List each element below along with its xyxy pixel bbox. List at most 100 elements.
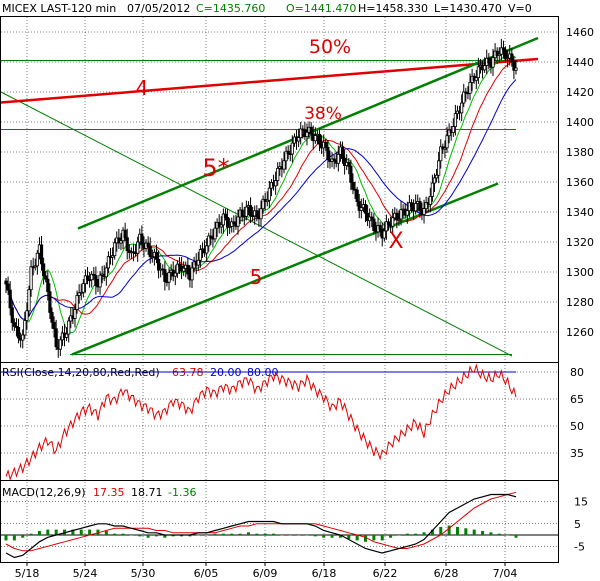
candle-body xyxy=(432,177,437,184)
candle-body xyxy=(81,283,85,293)
candle-body xyxy=(67,320,71,335)
macd-hist-bar xyxy=(255,533,259,535)
candle-body xyxy=(4,280,8,285)
diagonal-trendline xyxy=(0,91,513,357)
candle-body xyxy=(173,272,177,277)
macd-hist-bar xyxy=(146,535,150,538)
macd-tick-label: -5 xyxy=(574,540,585,553)
macd-hist-bar xyxy=(113,533,117,535)
candle-body xyxy=(23,320,27,336)
macd-hist-bar xyxy=(129,535,133,536)
macd-hist-bar xyxy=(288,535,292,536)
candle-body xyxy=(92,273,96,276)
candle-body xyxy=(324,141,328,148)
candle-body xyxy=(213,227,217,240)
candle-body xyxy=(514,67,518,71)
candle-body xyxy=(14,326,19,328)
candle-body xyxy=(462,91,466,104)
hist-value: -1.36 xyxy=(168,486,196,499)
candle-body xyxy=(309,126,313,135)
candle-body xyxy=(240,209,244,217)
date-label: 07/05/2012 xyxy=(127,2,190,15)
candle-body xyxy=(405,210,409,216)
price-tick-label: 1300 xyxy=(566,266,594,279)
x-tick-label: 6/18 xyxy=(312,567,337,580)
candle-body xyxy=(140,233,144,245)
candle-body xyxy=(156,258,161,271)
rsi-grid xyxy=(1,371,558,454)
candle-body xyxy=(437,160,441,176)
symbol-label: MICEX LAST-120 min xyxy=(2,2,116,15)
rsi-tick-label: 80 xyxy=(570,366,584,379)
macd-hist-bar xyxy=(430,529,434,535)
price-tick-label: 1360 xyxy=(566,176,594,189)
candle-body xyxy=(384,221,389,232)
macd-layer xyxy=(4,491,518,559)
candle-body xyxy=(94,275,98,287)
macd-hist-bar xyxy=(380,535,384,541)
x-grid xyxy=(26,17,506,562)
candle-body xyxy=(248,205,253,217)
macd-hist-bar xyxy=(246,532,250,535)
candle-body xyxy=(65,333,69,338)
candle-body xyxy=(154,251,159,260)
candle-body xyxy=(363,204,368,214)
ma-slow-line xyxy=(5,79,517,320)
candle-body xyxy=(512,60,516,71)
macd-hist-bar xyxy=(330,535,334,538)
candle-body xyxy=(301,128,305,131)
candle-body xyxy=(146,242,150,247)
open-value: O=1441.470 xyxy=(286,2,356,15)
x-tick-label: 7/04 xyxy=(493,567,518,580)
candle-body xyxy=(148,245,152,258)
rsi-layer xyxy=(5,363,517,482)
candle-body xyxy=(186,264,190,275)
candle-body xyxy=(35,252,39,267)
price-tick-label: 1380 xyxy=(566,146,594,159)
candle-body xyxy=(113,242,117,257)
macd-hist-bar xyxy=(455,526,459,535)
x-tick-label: 5/30 xyxy=(131,567,156,580)
price-tick-label: 1440 xyxy=(566,56,594,69)
macd-hist-bar xyxy=(447,525,451,535)
candle-body xyxy=(236,216,240,227)
macd-title-text: MACD(12,26,9) xyxy=(2,486,86,499)
candle-body xyxy=(397,218,401,221)
candle-body xyxy=(207,235,211,247)
macd-hist-bar xyxy=(171,535,175,537)
candle-body xyxy=(351,181,355,190)
macd-hist-bar xyxy=(230,533,234,535)
macd-hist-bar xyxy=(338,535,342,538)
macd-hist-bar xyxy=(422,532,426,535)
candle-body xyxy=(503,49,508,60)
rsi-line xyxy=(5,363,517,482)
macd-signal-line xyxy=(5,491,517,552)
candle-body xyxy=(77,292,81,296)
x-tick-label: 5/18 xyxy=(15,567,40,580)
macd-hist-bar xyxy=(405,533,409,535)
candle-body xyxy=(370,216,374,220)
candle-body xyxy=(16,327,21,339)
macd-hist-bar xyxy=(29,533,33,535)
candle-body xyxy=(510,53,514,62)
annotation-X: X xyxy=(388,229,403,254)
candle-body xyxy=(501,47,506,51)
candle-body xyxy=(399,209,403,220)
x-tick-label: 6/28 xyxy=(434,567,459,580)
candle-body xyxy=(196,259,200,266)
candle-body xyxy=(297,137,301,142)
candle-body xyxy=(110,255,115,258)
candle-body xyxy=(259,208,263,220)
y-axis-labels: 1260 1280 1300 1320 1340 1360 1380 1400 1420 1440… xyxy=(566,26,594,553)
macd-pane-border xyxy=(0,480,559,563)
candle-body xyxy=(48,291,52,313)
candle-body xyxy=(42,263,46,277)
macd-hist-bar xyxy=(54,529,58,535)
candle-body xyxy=(265,199,269,203)
candle-body xyxy=(44,275,48,280)
candle-body xyxy=(497,53,501,56)
candle-body xyxy=(414,203,418,212)
candle-body xyxy=(21,334,25,341)
macd-hist-bar xyxy=(497,533,501,535)
candle-body xyxy=(476,66,480,79)
